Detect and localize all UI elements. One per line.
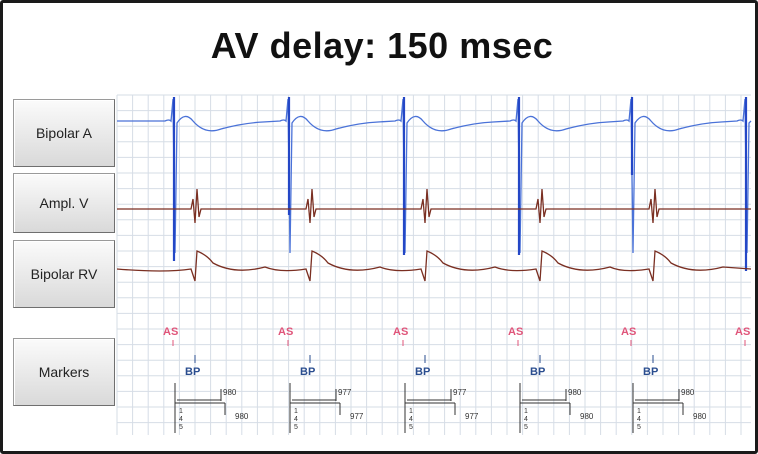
channel-button-markers[interactable]: Markers — [13, 338, 115, 406]
bipolar-rv-trace — [116, 250, 752, 282]
channel-button-bipolar-a[interactable]: Bipolar A — [13, 99, 115, 167]
marker-as-label: AS — [508, 326, 523, 338]
marker-vertical-digit: 4 — [637, 416, 641, 423]
marker-as-label: AS — [621, 326, 636, 338]
marker-vertical-digit: 1 — [179, 408, 183, 415]
page-title: AV delay: 150 msec — [210, 25, 554, 66]
marker-vertical-digit: 5 — [294, 424, 298, 431]
ampl-v-trace — [117, 188, 751, 224]
marker-vertical-digit: 1 — [637, 408, 641, 415]
marker-vertical-digit: 5 — [409, 424, 413, 431]
marker-interval-2: 977 — [465, 412, 479, 421]
marker-bp-label: BP — [530, 366, 545, 378]
marker-vertical-digit: 5 — [637, 424, 641, 431]
marker-bp-label: BP — [185, 366, 200, 378]
grid — [116, 94, 751, 435]
marker-vertical-digit: 1 — [409, 408, 413, 415]
marker-vertical-digit: 1 — [294, 408, 298, 415]
marker-as-label: AS — [393, 326, 408, 338]
marker-vertical-digit: 4 — [524, 416, 528, 423]
channel-button-ampl-v[interactable]: Ampl. V — [13, 173, 115, 233]
marker-vertical-digit: 4 — [409, 416, 413, 423]
marker-bp-label: BP — [415, 366, 430, 378]
marker-vertical-digit: 5 — [524, 424, 528, 431]
marker-interval-1: 980 — [223, 388, 237, 397]
marker-bp-label: BP — [300, 366, 315, 378]
marker-interval-1: 980 — [681, 388, 695, 397]
marker-as-label: AS — [735, 326, 750, 338]
bipolar-a-trace — [117, 98, 752, 254]
marker-interval-2: 980 — [693, 412, 707, 421]
marker-interval-1: 977 — [453, 388, 467, 397]
marker-as-label: AS — [278, 326, 293, 338]
marker-interval-2: 977 — [350, 412, 364, 421]
marker-vertical-digit: 1 — [524, 408, 528, 415]
marker-as-label: AS — [163, 326, 178, 338]
marker-interval-1: 977 — [338, 388, 352, 397]
marker-interval-1: 980 — [568, 388, 582, 397]
marker-bp-label: BP — [643, 366, 658, 378]
marker-vertical-digit: 5 — [179, 424, 183, 431]
marker-interval-2: 980 — [235, 412, 249, 421]
marker-interval-2: 980 — [580, 412, 594, 421]
marker-vertical-digit: 4 — [179, 416, 183, 423]
ecg-plot-area: ASBP980980145ASBP977977145ASBP977977145A… — [116, 94, 752, 435]
channel-button-bipolar-rv[interactable]: Bipolar RV — [13, 240, 115, 308]
traces — [116, 97, 752, 282]
marker-vertical-digit: 4 — [294, 416, 298, 423]
marker-channel: ASBP980980145ASBP977977145ASBP977977145A… — [163, 326, 750, 433]
